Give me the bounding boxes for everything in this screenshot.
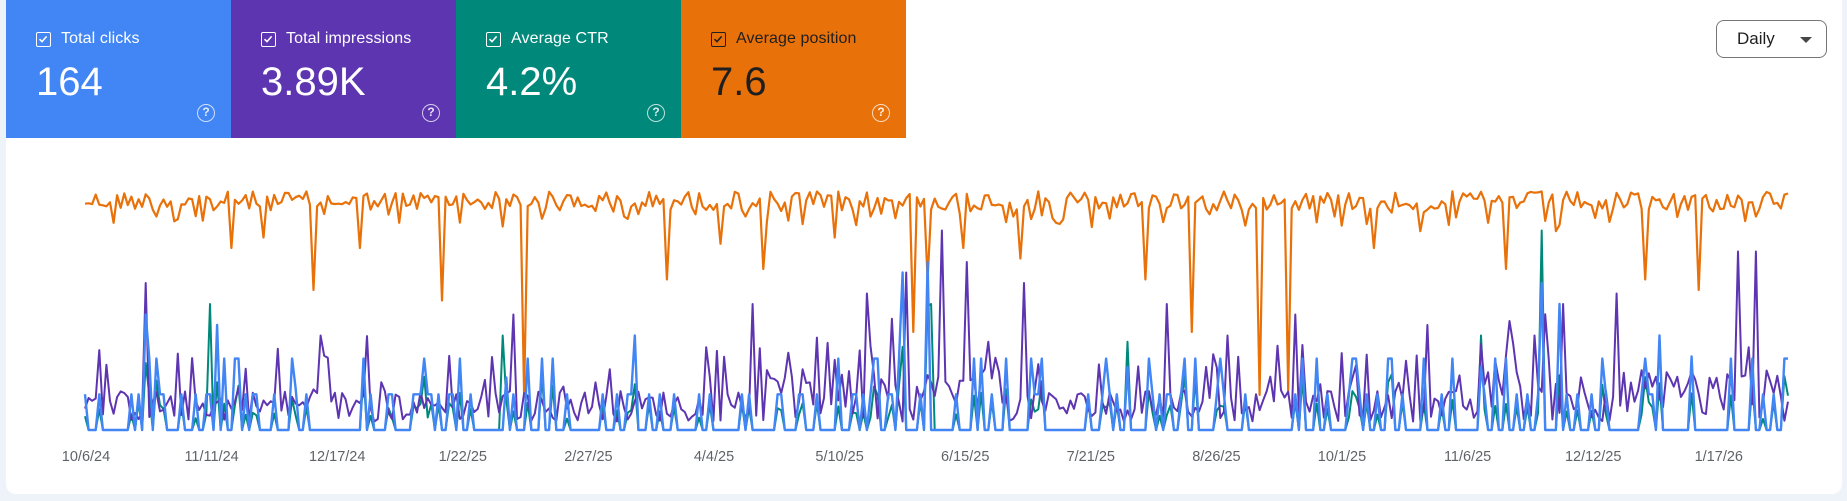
x-tick-label: 6/15/25: [941, 449, 989, 465]
tile-value: 164: [36, 60, 103, 104]
x-tick-label: 11/11/24: [184, 449, 238, 465]
x-tick-label: 12/12/25: [1565, 449, 1621, 465]
series-impressions-line: [84, 229, 1789, 423]
x-tick-label: 8/26/25: [1192, 449, 1240, 465]
checkbox-icon[interactable]: [36, 31, 51, 47]
tile-label: Total impressions: [286, 30, 412, 47]
tile-total-impressions[interactable]: Total impressions 3.89K ?: [231, 0, 456, 138]
help-icon[interactable]: ?: [647, 104, 665, 122]
tile-label: Average CTR: [511, 30, 609, 47]
tile-label: Average position: [736, 30, 857, 47]
x-tick-label: 5/10/25: [815, 449, 863, 465]
tile-value: 7.6: [711, 60, 767, 104]
granularity-dropdown[interactable]: Daily: [1716, 20, 1827, 58]
checkbox-icon[interactable]: [486, 31, 501, 47]
series-clicks-line: [83, 260, 1788, 432]
x-tick-label: 1/17/26: [1695, 449, 1743, 465]
tile-average-position[interactable]: Average position 7.6 ?: [681, 0, 906, 138]
tile-average-ctr[interactable]: Average CTR 4.2% ?: [456, 0, 681, 138]
x-tick-label: 7/21/25: [1067, 449, 1115, 465]
checkbox-icon[interactable]: [711, 31, 726, 47]
help-icon[interactable]: ?: [872, 104, 890, 122]
tile-value: 4.2%: [486, 60, 578, 104]
help-icon[interactable]: ?: [197, 104, 215, 122]
x-tick-label: 12/17/24: [309, 449, 365, 465]
caret-down-icon: [1800, 37, 1812, 43]
metric-tiles: Total clicks 164 ? Total impressions 3.8…: [6, 0, 906, 138]
tile-total-clicks[interactable]: Total clicks 164 ?: [6, 0, 231, 138]
tile-label: Total clicks: [61, 30, 140, 47]
series-position-line: [84, 190, 1789, 397]
x-tick-label: 1/22/25: [439, 449, 487, 465]
x-tick-label: 11/6/25: [1444, 449, 1491, 465]
checkbox-icon[interactable]: [261, 31, 276, 47]
x-tick-label: 10/6/24: [62, 449, 110, 465]
granularity-value: Daily: [1737, 29, 1775, 48]
tile-value: 3.89K: [261, 60, 366, 104]
help-icon[interactable]: ?: [422, 104, 440, 122]
x-tick-label: 2/27/25: [564, 449, 612, 465]
x-tick-label: 10/1/25: [1318, 449, 1366, 465]
x-tick-label: 4/4/25: [694, 449, 734, 465]
